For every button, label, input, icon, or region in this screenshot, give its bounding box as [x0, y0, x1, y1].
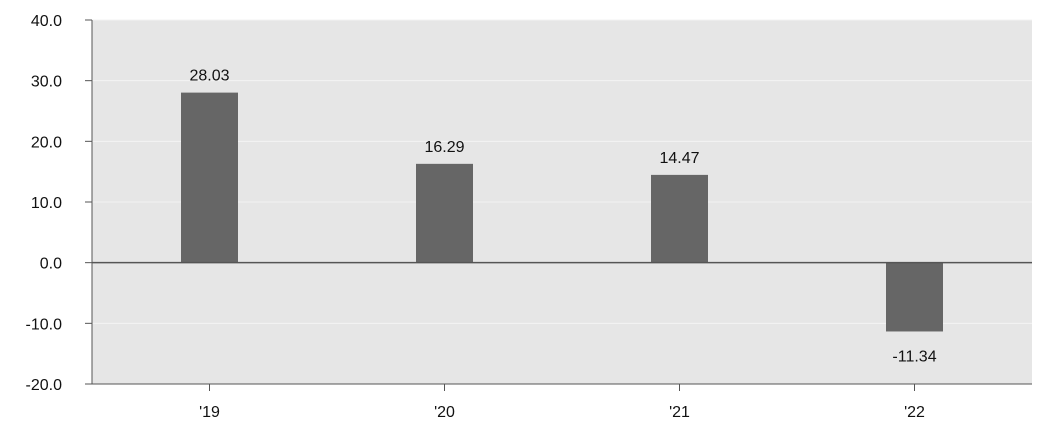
x-tick-label: '21 — [669, 404, 690, 421]
y-axis-ticks: 40.0 30.0 20.0 10.0 0.0 -10.0 -20.0 — [26, 13, 92, 394]
data-label: 28.03 — [189, 68, 229, 85]
bars — [181, 92, 943, 332]
y-tick-label: -20.0 — [26, 377, 63, 394]
data-labels: 28.03 16.29 14.47 -11.34 — [189, 68, 936, 366]
x-tick-label: '19 — [199, 404, 220, 421]
x-tick-label: '20 — [434, 404, 455, 421]
bar — [651, 174, 708, 263]
y-tick-label: 0.0 — [40, 256, 62, 273]
data-label: 14.47 — [659, 150, 699, 167]
data-label: 16.29 — [424, 139, 464, 156]
x-tick-label: '22 — [904, 404, 925, 421]
y-tick-label: 10.0 — [31, 195, 62, 212]
y-tick-label: 20.0 — [31, 134, 62, 151]
x-axis-ticks: '19 '20 '21 '22 — [199, 384, 925, 421]
data-label: -11.34 — [892, 348, 936, 365]
bar — [181, 92, 238, 263]
bar — [416, 163, 473, 263]
y-tick-label: -10.0 — [26, 316, 63, 333]
bar — [886, 262, 943, 332]
y-tick-label: 40.0 — [31, 13, 62, 30]
y-tick-label: 30.0 — [31, 74, 62, 91]
gridlines — [92, 19, 1032, 324]
